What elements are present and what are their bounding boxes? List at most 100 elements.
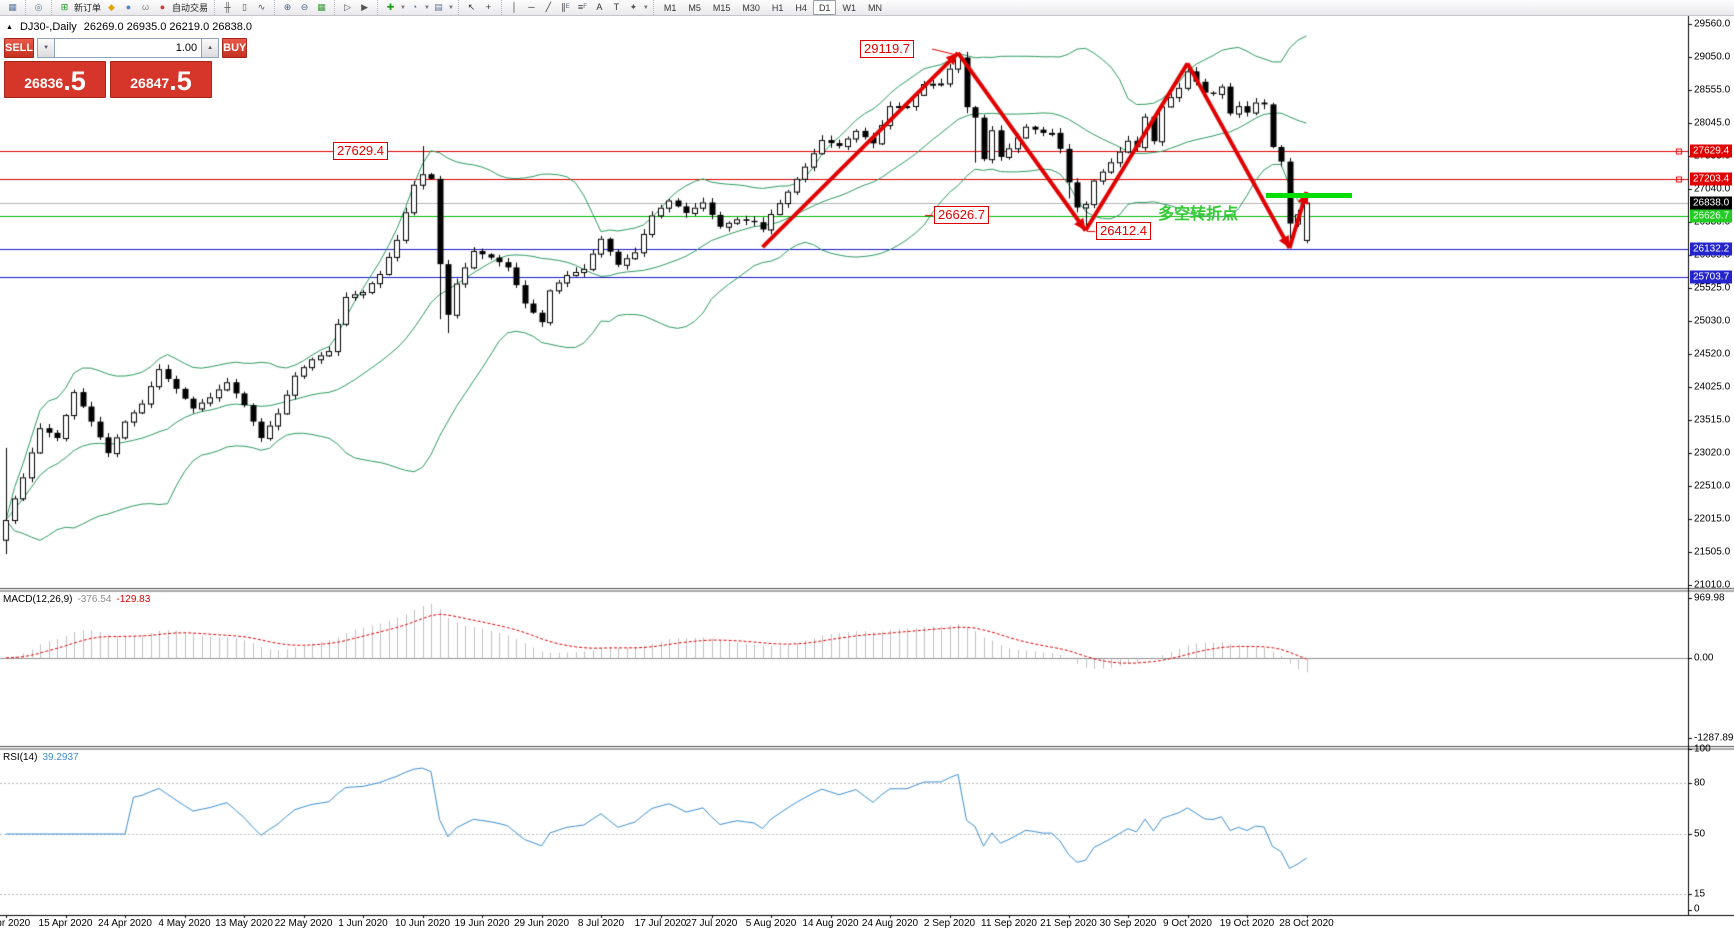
buy-button[interactable]: BUY bbox=[222, 38, 248, 58]
date-label: 2 Sep 2020 bbox=[923, 918, 976, 929]
text-icon[interactable]: A bbox=[596, 2, 603, 12]
rsi-tick: 100 bbox=[1694, 743, 1711, 755]
price-badge: 26132.2 bbox=[1690, 242, 1733, 256]
rsi-name: RSI(14) bbox=[3, 752, 38, 763]
indicators-icon[interactable]: ◆ bbox=[108, 2, 115, 12]
turning-point-annotation[interactable]: 多空转折点 bbox=[1158, 206, 1239, 223]
timeframe-m15[interactable]: M15 bbox=[712, 2, 731, 13]
new-order-button[interactable]: ⊞ bbox=[60, 2, 69, 12]
line-chart-icon[interactable]: ∿ bbox=[257, 2, 266, 12]
volume-input[interactable] bbox=[55, 38, 202, 58]
tile-windows-icon[interactable]: ▦ bbox=[317, 2, 326, 12]
price-annotation[interactable]: 26626.7 bbox=[934, 206, 989, 224]
date-label: 14 Aug 2020 bbox=[802, 918, 859, 929]
price-badge: 26626.7 bbox=[1690, 209, 1733, 223]
timeframe-mn[interactable]: MN bbox=[867, 2, 882, 13]
add-indicator-button-dropdown-icon[interactable]: ▼ bbox=[400, 4, 406, 11]
price-annotation[interactable]: 29119.7 bbox=[860, 40, 915, 58]
price-annotation[interactable]: 26412.4 bbox=[1096, 222, 1151, 240]
volume-decrease-button[interactable]: ▼ bbox=[37, 38, 56, 58]
rsi-tick: 15 bbox=[1694, 888, 1706, 899]
templates-button-dropdown-icon[interactable]: ▼ bbox=[447, 4, 454, 11]
date-label: 22 May 2020 bbox=[274, 918, 333, 929]
timeframe-d1[interactable]: D1 bbox=[812, 0, 837, 15]
buy-price-pips: .5 bbox=[169, 66, 192, 96]
signal-icon[interactable]: ω bbox=[142, 2, 150, 12]
price-tick: 25525.0 bbox=[1694, 282, 1731, 294]
timeframe-m1[interactable]: M1 bbox=[663, 2, 677, 13]
timeframe-w1[interactable]: W1 bbox=[842, 2, 856, 13]
cursor-icon[interactable]: ↖ bbox=[467, 2, 476, 12]
price-badge: 27203.4 bbox=[1690, 172, 1733, 186]
price-badge: 26838.0 bbox=[1690, 196, 1733, 210]
volume-increase-button[interactable]: ▲ bbox=[201, 38, 220, 58]
channel-icon[interactable]: ∥ E bbox=[561, 2, 570, 12]
price-tick: 22015.0 bbox=[1694, 513, 1731, 525]
timeframe-h1[interactable]: H1 bbox=[771, 2, 784, 13]
macd-name: MACD(12,26,9) bbox=[3, 594, 73, 605]
zoom-out-icon[interactable]: ⊖ bbox=[300, 2, 309, 12]
sell-price-pips: .5 bbox=[63, 66, 86, 96]
label-icon[interactable]: T bbox=[613, 2, 620, 12]
date-label: 24 Apr 2020 bbox=[98, 918, 152, 929]
periods-button[interactable]: ◔ bbox=[411, 2, 418, 12]
auto-trading-button[interactable]: ● bbox=[159, 2, 166, 12]
step-forward-icon[interactable]: ▷ bbox=[344, 2, 351, 12]
macd-tick: 0.00 bbox=[1694, 652, 1714, 664]
chart-window-icon[interactable]: ▦ bbox=[8, 2, 17, 12]
date-label: 30 Sep 2020 bbox=[1099, 918, 1157, 929]
one-click-trading-panel: SELL ▼ ▲ BUY 26836 .5 26847 .5 bbox=[4, 38, 248, 98]
toolbar-group: ⊞ 新订单 ◆ ● ω ● 自动交易 bbox=[51, 0, 214, 15]
timeframe-h4[interactable]: H4 bbox=[795, 2, 807, 13]
buy-price-box[interactable]: 26847 .5 bbox=[110, 61, 212, 98]
vertical-line-icon[interactable]: │ bbox=[511, 2, 518, 12]
toolbar: ▦ ◎ ⊞ 新订单 ◆ ● ω ● 自动交易 ╫ ▯ ∿ ⊕ ⊖ ▦ ▷ ▶ ✚ ▼ ◔ ▼ ▤ ▼ ↖ + │ ─ ╱ ∥ E ≡ F A T ✦… bbox=[0, 0, 1734, 16]
new-order-button-label[interactable]: 新订单 bbox=[74, 3, 102, 13]
timeframe-m30[interactable]: M30 bbox=[742, 2, 760, 13]
fibonacci-icon[interactable]: ≡ F bbox=[577, 2, 587, 12]
panel-resize-handle-macd[interactable] bbox=[0, 586, 1734, 591]
price-tick: 27040.0 bbox=[1694, 183, 1731, 195]
date-label: 27 Jul 2020 bbox=[685, 918, 738, 929]
rsi-tick: 80 bbox=[1694, 777, 1706, 789]
price-annotation[interactable]: 27629.4 bbox=[333, 142, 388, 160]
trendline-icon[interactable]: ╱ bbox=[545, 2, 552, 12]
support-zone-bar[interactable] bbox=[1266, 193, 1352, 198]
macd-main-value: -376.54 bbox=[77, 594, 112, 605]
horizontal-line-icon[interactable]: ─ bbox=[528, 2, 535, 12]
toolbar-group: ▦ bbox=[0, 0, 25, 15]
bar-chart-icon[interactable]: ╫ bbox=[224, 2, 231, 12]
sell-button[interactable]: SELL bbox=[4, 38, 35, 58]
crosshair-icon[interactable]: + bbox=[485, 2, 492, 12]
price-tick: 24520.0 bbox=[1694, 348, 1731, 360]
sell-price-box[interactable]: 26836 .5 bbox=[4, 61, 106, 98]
date-label: 8 Jul 2020 bbox=[577, 918, 625, 929]
price-tick: 29050.0 bbox=[1694, 51, 1731, 63]
profile-icon[interactable]: ● bbox=[125, 2, 132, 12]
price-tick: 24025.0 bbox=[1694, 381, 1731, 393]
step-end-icon[interactable]: ▶ bbox=[361, 2, 368, 12]
price-tick: 22510.0 bbox=[1694, 480, 1731, 492]
periods-button-dropdown-icon[interactable]: ▼ bbox=[423, 4, 430, 11]
add-indicator-button[interactable]: ✚ bbox=[386, 2, 395, 12]
zoom-in-icon[interactable]: ⊕ bbox=[283, 2, 292, 12]
macd-tick: 969.98 bbox=[1694, 592, 1725, 603]
ohlc-values: 26269.0 26935.0 26219.0 26838.0 bbox=[83, 21, 253, 33]
panel-resize-handle-rsi[interactable] bbox=[0, 744, 1734, 749]
toolbar-group: ✚ ▼ ◔ ▼ ▤ ▼ bbox=[377, 0, 458, 15]
date-label: 1 Jun 2020 bbox=[338, 918, 388, 929]
timeframe-m5[interactable]: M5 bbox=[688, 2, 701, 13]
shapes-button-dropdown-icon[interactable]: ▼ bbox=[642, 4, 649, 11]
candle-chart-icon[interactable]: ▯ bbox=[242, 2, 247, 12]
market-search-icon[interactable]: ◎ bbox=[34, 2, 43, 12]
toolbar-group: ▷ ▶ bbox=[334, 0, 377, 15]
templates-button[interactable]: ▤ bbox=[434, 2, 443, 12]
collapse-icon[interactable]: ▲ bbox=[6, 24, 13, 31]
date-label: 11 Sep 2020 bbox=[981, 918, 1037, 929]
shapes-button[interactable]: ✦ bbox=[629, 2, 638, 12]
auto-trading-button-label[interactable]: 自动交易 bbox=[172, 3, 209, 13]
macd-signal-value: -129.83 bbox=[116, 594, 151, 605]
price-tick: 21010.0 bbox=[1694, 579, 1731, 591]
chart-title: ▲ DJ30-,Daily 26269.0 26935.0 26219.0 26… bbox=[6, 21, 252, 33]
